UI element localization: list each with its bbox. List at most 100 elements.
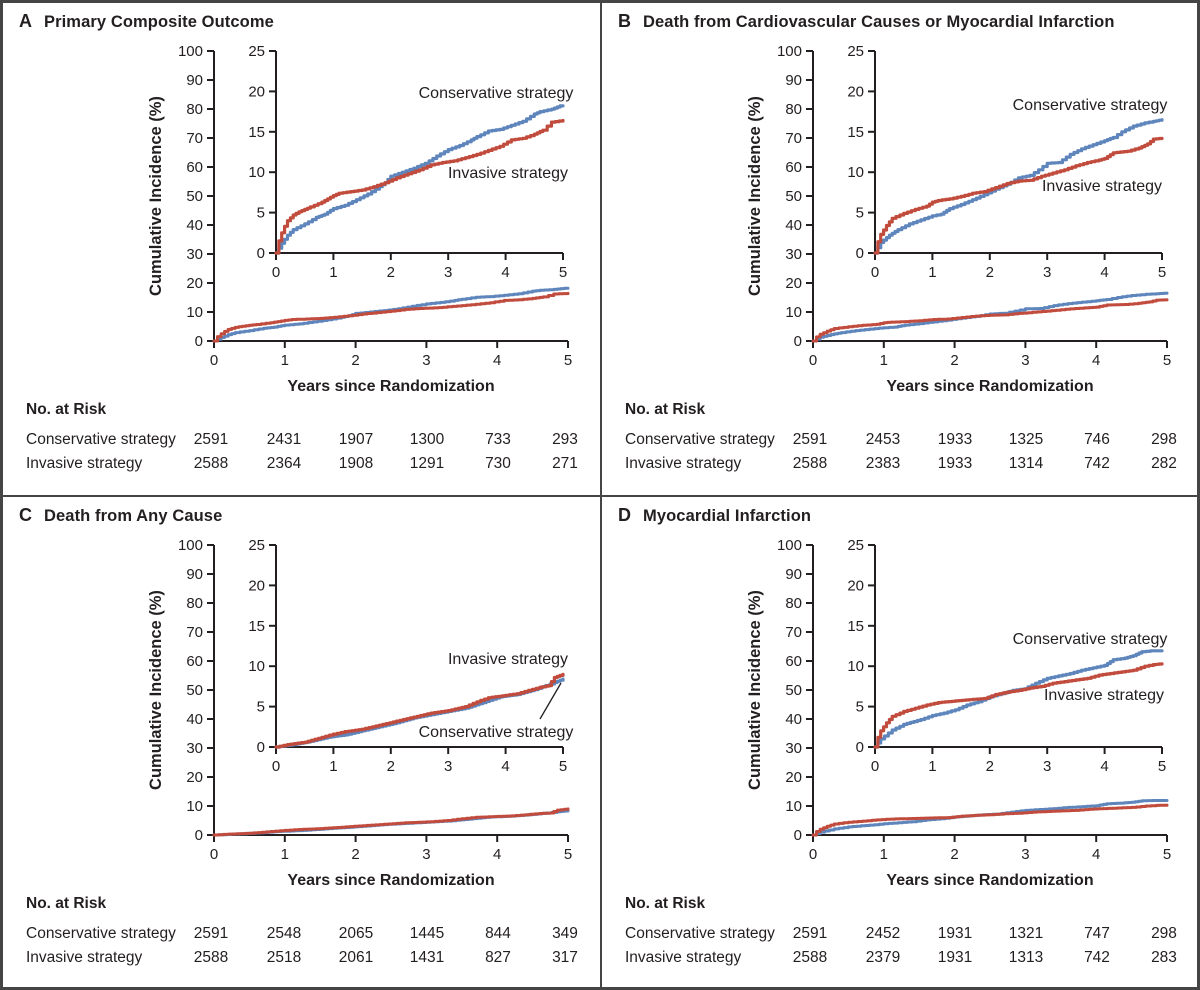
risk-value: 844: [485, 925, 511, 942]
risk-table-header: No. at Risk: [625, 401, 706, 418]
panel-c-inset-ytick-label: 20: [248, 577, 265, 594]
risk-value: 2588: [792, 455, 828, 472]
panel-a-main-xtick-label: 4: [493, 352, 501, 369]
risk-value: 282: [1151, 455, 1177, 472]
panel-d-inset-xtick-label: 0: [871, 758, 879, 775]
panel-a-primary-composite-outcome: A Primary Composite Outcome 100 90 80 70 60 5…: [3, 3, 600, 495]
risk-value: 2591: [792, 925, 828, 942]
panel-b-death-cv-or-mi: B Death from Cardiovascular Causes or My…: [600, 3, 1197, 495]
panel-c-inset-curve-invasive: [274, 672, 565, 749]
panel-a-legend-conservative: Conservative strategy: [419, 85, 574, 102]
panel-b-main-ytick-label: 0: [794, 333, 802, 350]
panel-b-inset-ytick-label: 15: [847, 124, 864, 141]
panel-a-inset-xtick-label: 1: [329, 264, 337, 281]
panel-d-inset-ytick-label: 20: [847, 577, 864, 594]
panel-c-header: C Death from Any Cause: [19, 505, 222, 526]
panel-c-inset-xtick-label: 2: [387, 758, 395, 775]
risk-value: 1300: [409, 431, 445, 448]
panel-b-risk-row-conservative: Conservative strategy 2591 2453 1933 1325 746…: [602, 431, 1197, 451]
risk-value: 2065: [338, 925, 374, 942]
panel-b-inset-xtick-label: 1: [928, 264, 936, 281]
panel-b-legend-conservative: Conservative strategy: [1013, 97, 1168, 114]
panel-d-main-xtick-label: 1: [880, 846, 888, 863]
panel-b-main-ytick-label: 70: [785, 130, 802, 147]
risk-value: 2588: [792, 949, 828, 966]
panel-b-legend-invasive: Invasive strategy: [1042, 178, 1162, 195]
panel-d-main-xtick-label: 3: [1021, 846, 1029, 863]
panel-a-main-ytick-label: 20: [186, 275, 203, 292]
panel-a-inset-ytick-label: 5: [257, 205, 265, 222]
panel-b-risk-row-invasive: Invasive strategy 2588 2383 1933 1314 742 282: [602, 455, 1197, 475]
panel-b-x-axis-label: Years since Randomization: [886, 378, 1093, 395]
panel-c-legend-conservative: Conservative strategy: [419, 724, 574, 741]
panel-d-x-axis-label: Years since Randomization: [886, 872, 1093, 889]
panel-a-inset-xtick-label: 4: [501, 264, 509, 281]
panel-letter: D: [618, 505, 631, 525]
risk-value: 1445: [409, 925, 445, 942]
risk-value: 742: [1084, 949, 1110, 966]
panel-b-main-xtick-label: 5: [1163, 352, 1171, 369]
panel-d-main-ytick-label: 100: [777, 537, 802, 554]
panel-c-main-curve-invasive: [212, 807, 570, 837]
panel-b-main-ytick-label: 20: [785, 275, 802, 292]
panel-c-main-ytick-label: 10: [186, 798, 203, 815]
risk-row-label: Invasive strategy: [625, 949, 742, 966]
panel-c-main-xtick-label: 2: [351, 846, 359, 863]
risk-value: 1314: [1008, 455, 1044, 472]
panel-b-main-ytick-label: 90: [785, 72, 802, 89]
panel-d-inset-xtick-label: 1: [928, 758, 936, 775]
risk-value: 1313: [1008, 949, 1044, 966]
panel-c-main-axes: [213, 545, 568, 836]
panel-a-inset-ytick-label: 10: [248, 164, 265, 181]
panel-d-risk-row-conservative: Conservative strategy 2591 2452 1931 1321 747…: [602, 925, 1197, 945]
risk-value: 2061: [338, 949, 374, 966]
panel-d-main-ytick-label: 70: [785, 624, 802, 641]
panel-d-main-xtick-label: 5: [1163, 846, 1171, 863]
panel-d-inset-ytick-label: 15: [847, 618, 864, 635]
panel-letter: B: [618, 11, 631, 31]
panel-c-inset-xtick-label: 1: [329, 758, 337, 775]
risk-value: 2588: [193, 455, 229, 472]
risk-table-header: No. at Risk: [26, 895, 107, 912]
panel-d-main-ytick-label: 50: [785, 682, 802, 699]
risk-value: 2452: [865, 925, 901, 942]
panel-a-main-ytick-label: 70: [186, 130, 203, 147]
panel-title: Death from Any Cause: [44, 507, 223, 525]
panel-d-main-ytick-label: 30: [785, 740, 802, 757]
panel-d-myocardial-infarction: D Myocardial Infarction 100 90 80 70 60 50 40 3…: [600, 495, 1197, 987]
panel-d-inset-xtick-label: 4: [1100, 758, 1108, 775]
panel-c-inset-xtick-label: 4: [501, 758, 509, 775]
panel-d-main-ytick-label: 80: [785, 595, 802, 612]
panel-c-main-ytick-label: 90: [186, 566, 203, 583]
risk-value: 2591: [792, 431, 828, 448]
risk-table-header: No. at Risk: [26, 401, 107, 418]
risk-row-label: Conservative strategy: [26, 431, 176, 448]
risk-value: 1931: [937, 949, 973, 966]
panel-c-inset-ytick-label: 25: [248, 537, 265, 554]
panel-d-inset-xtick-label: 3: [1043, 758, 1051, 775]
panel-letter: C: [19, 505, 32, 525]
risk-value: 2591: [193, 431, 229, 448]
panel-a-risk-row-conservative: Conservative strategy 2591 2431 1907 1300 733…: [3, 431, 600, 451]
panel-b-inset-curve-invasive: [873, 136, 1164, 255]
risk-value: 1933: [937, 431, 973, 448]
panel-b-inset-xtick-label: 5: [1158, 264, 1166, 281]
panel-a-main-ytick-label: 10: [186, 304, 203, 321]
panel-c-inset-ytick-label: 5: [257, 699, 265, 716]
panel-a-main-ytick-label: 90: [186, 72, 203, 89]
panel-title: Primary Composite Outcome: [44, 13, 274, 31]
panel-d-main-xtick-label: 0: [809, 846, 817, 863]
panel-b-inset-ytick-label: 0: [856, 245, 864, 262]
panel-d-main-curve-conservative: [811, 799, 1169, 837]
risk-value: 1907: [338, 431, 374, 448]
panel-a-y-axis-label: Cumulative Incidence (%): [147, 96, 165, 296]
panel-d-inset-xtick-label: 2: [986, 758, 994, 775]
panel-b-header: B Death from Cardiovascular Causes or My…: [618, 11, 1115, 32]
panel-d-main-ytick-label: 90: [785, 566, 802, 583]
panel-c-main-xtick-label: 1: [281, 846, 289, 863]
risk-value: 298: [1151, 431, 1177, 448]
panel-d-main-ytick-label: 0: [794, 827, 802, 844]
